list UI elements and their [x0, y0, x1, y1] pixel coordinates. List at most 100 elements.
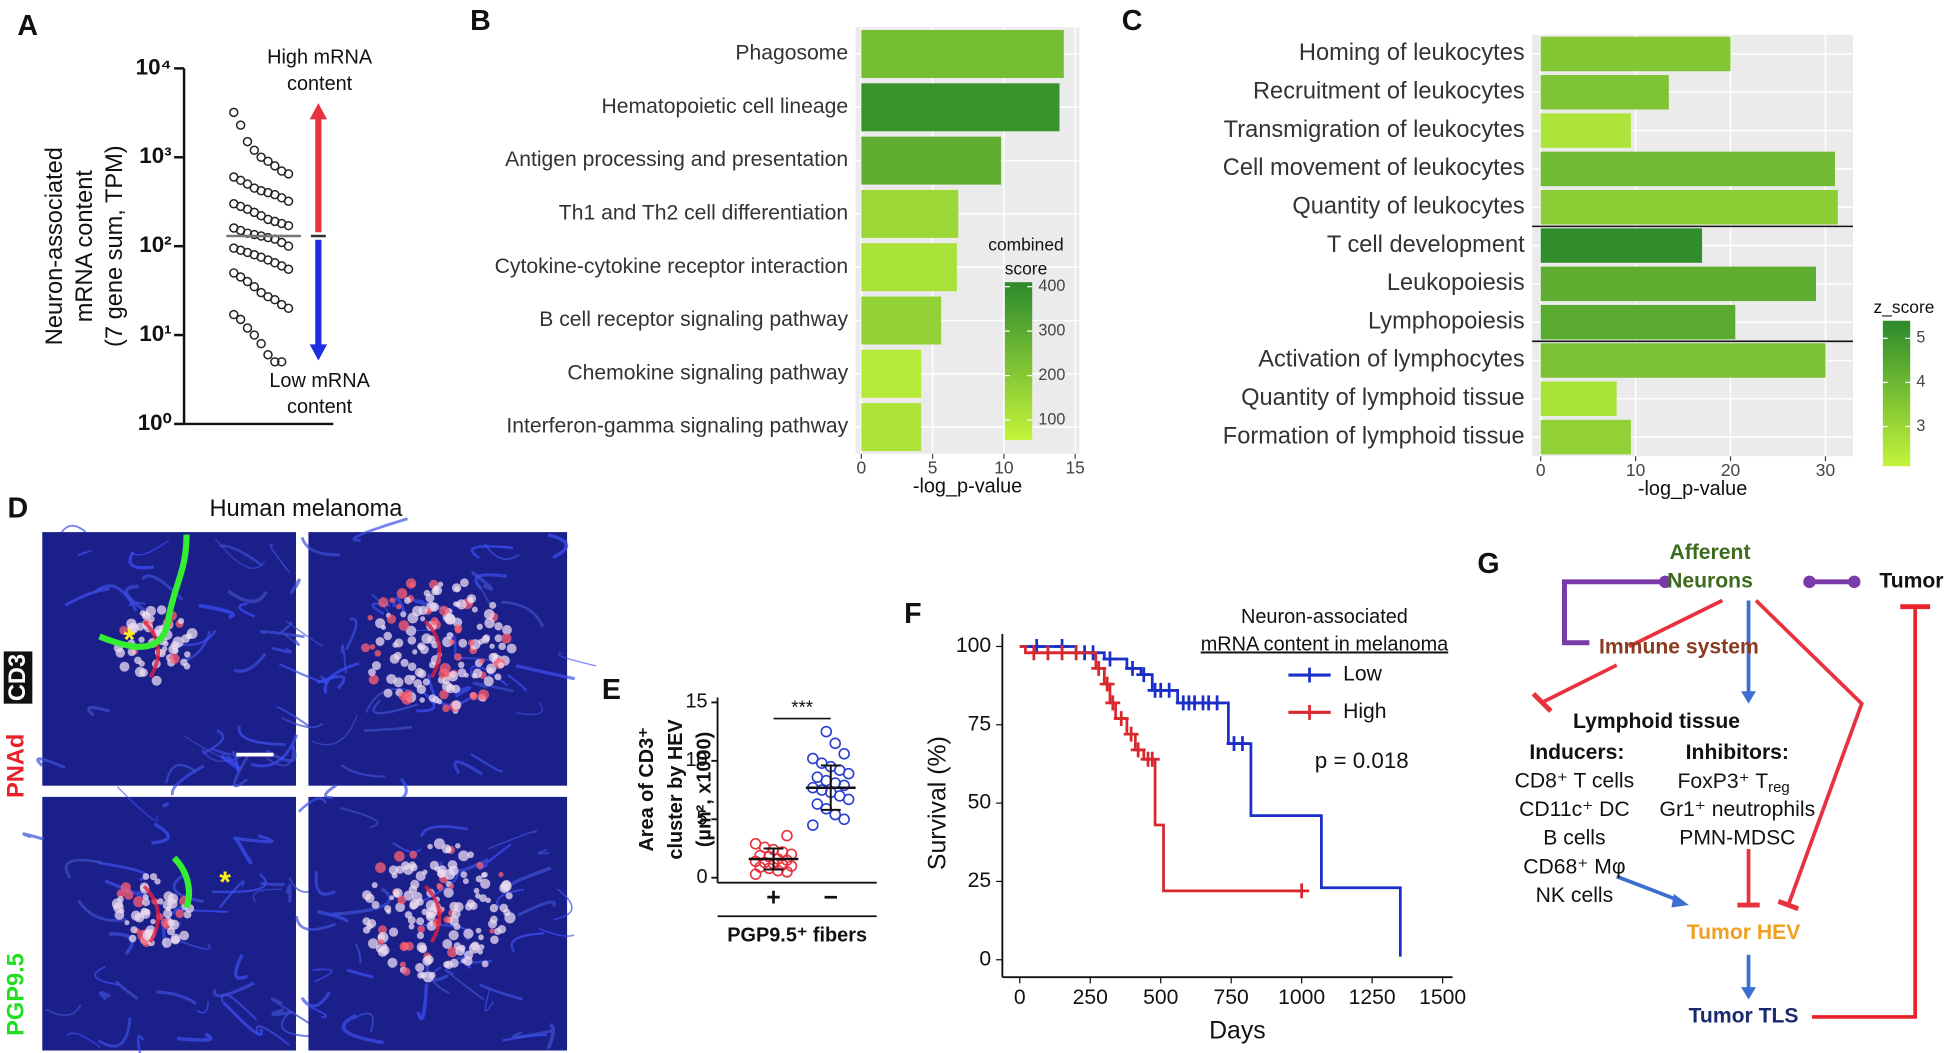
- cell: [386, 614, 397, 624]
- cell: [439, 689, 449, 700]
- cell: [489, 928, 495, 934]
- cell: [172, 636, 184, 648]
- fiber: [237, 725, 286, 746]
- fiber: [300, 536, 341, 557]
- cell: [395, 902, 406, 913]
- cell: [425, 900, 437, 912]
- fiber: [496, 888, 524, 909]
- fiber: [151, 822, 170, 845]
- cell: [404, 674, 415, 685]
- node-item-text: FoxP3⁺ T: [1678, 770, 1769, 793]
- significance-label: ***: [791, 697, 813, 718]
- cell: [433, 838, 445, 850]
- cell: [407, 636, 417, 645]
- cell: [401, 861, 410, 871]
- x-tick-label: 0: [1536, 460, 1546, 480]
- cell: [428, 694, 437, 702]
- cell: [429, 860, 439, 871]
- fiber: [323, 661, 360, 694]
- cell: [497, 662, 505, 669]
- cell: [119, 661, 130, 672]
- point: [229, 309, 239, 320]
- stain-box: [3, 651, 33, 704]
- cell: [416, 942, 427, 953]
- y-axis-label: cluster by HEV: [665, 719, 687, 860]
- cell: [463, 928, 474, 939]
- cell: [134, 656, 142, 665]
- y-tick-label: 10²: [139, 232, 171, 257]
- fiber: [515, 664, 575, 681]
- bar: [861, 296, 942, 345]
- cell: [478, 638, 485, 645]
- cell: [427, 843, 433, 850]
- fiber: [502, 1033, 548, 1042]
- point: [249, 229, 260, 240]
- category-label: Cell movement of leukocytes: [1223, 155, 1525, 181]
- point: [235, 314, 246, 325]
- cell: [478, 689, 490, 701]
- censor-mark: [1235, 736, 1250, 752]
- cell: [393, 890, 400, 897]
- fiber: [470, 570, 494, 591]
- point: [749, 838, 762, 850]
- cell: [446, 632, 454, 639]
- stain-label: PNAd: [4, 734, 30, 798]
- fiber: [283, 633, 300, 646]
- bar: [1540, 228, 1703, 263]
- inhibit-link: [1811, 609, 1918, 1019]
- cell: [410, 879, 420, 889]
- point: [283, 169, 294, 179]
- node-label: Lymphoid tissue: [1573, 710, 1740, 733]
- cell: [442, 939, 453, 949]
- nerve-fiber: [98, 534, 190, 650]
- fiber: [198, 603, 236, 619]
- fiber: [233, 652, 267, 673]
- category-label: Antigen processing and presentation: [505, 148, 848, 171]
- node-label: Inducers:: [1529, 741, 1624, 764]
- fiber: [517, 900, 556, 917]
- fiber: [173, 938, 211, 950]
- cell: [483, 676, 494, 687]
- cell: [443, 887, 454, 898]
- node-label: Immune system: [1599, 635, 1759, 658]
- fiber: [487, 830, 538, 850]
- annotation: content: [287, 396, 353, 418]
- cell: [393, 677, 404, 688]
- arrow-head: [309, 344, 328, 361]
- fiber: [128, 551, 154, 570]
- bar: [861, 349, 922, 398]
- cell: [498, 872, 504, 878]
- fiber: [340, 644, 347, 674]
- y-tick-label: 10⁴: [136, 54, 172, 79]
- legend-label: High: [1343, 700, 1386, 723]
- node-item-sub: reg: [1768, 779, 1790, 796]
- legend-title: score: [1005, 258, 1048, 278]
- cell: [453, 601, 459, 607]
- cell: [494, 673, 502, 681]
- cell: [387, 957, 398, 968]
- node-item: NK cells: [1536, 884, 1613, 907]
- point: [263, 232, 273, 243]
- y-axis-label: (µm², x1000): [693, 732, 715, 847]
- fiber: [340, 763, 385, 778]
- y-tick-label: 75: [968, 712, 992, 735]
- cell: [502, 625, 512, 635]
- cell: [409, 582, 415, 588]
- cell: [394, 638, 404, 648]
- point: [811, 798, 824, 810]
- cell: [416, 684, 427, 695]
- cell: [481, 960, 489, 968]
- censor-mark: [1209, 695, 1225, 711]
- fiber: [259, 630, 305, 639]
- vessel: [142, 884, 161, 944]
- fiber: [316, 675, 346, 690]
- cell: [422, 869, 428, 875]
- cell: [367, 614, 373, 621]
- fiber: [93, 584, 138, 612]
- category-label: B cell receptor signaling pathway: [539, 308, 848, 331]
- cell: [408, 923, 415, 930]
- point: [829, 808, 841, 821]
- node-item: CD8⁺ T cells: [1515, 770, 1635, 793]
- legend-label: Low: [1343, 663, 1383, 686]
- vessel: [142, 620, 161, 679]
